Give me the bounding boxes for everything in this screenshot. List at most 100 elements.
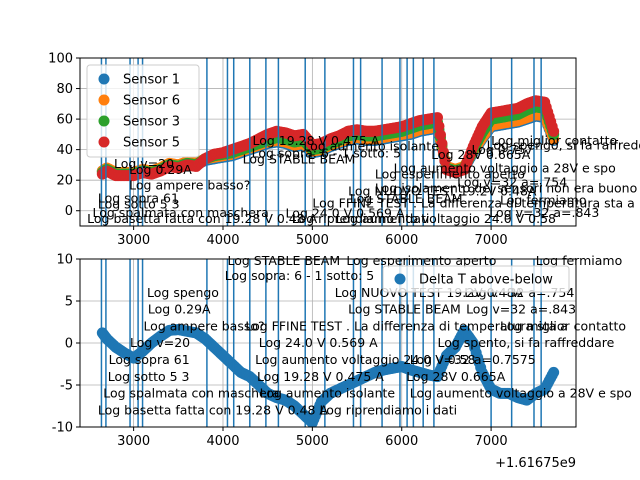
top-point-sensor-5 bbox=[433, 120, 445, 132]
top-legend-marker bbox=[98, 94, 110, 106]
top-log-label: Log sopra: 6 - 1 sotto: 5 bbox=[252, 145, 401, 160]
bottom-legend: Delta T above-below bbox=[382, 265, 570, 293]
bottom-log-label: Log aumento isolante bbox=[260, 386, 396, 401]
top-plot-area bbox=[80, 58, 576, 226]
top-point-sensor-5 bbox=[436, 138, 448, 150]
bottom-legend-box bbox=[382, 265, 570, 293]
bottom-log-label: Log v=32 a=0.7575 bbox=[410, 352, 536, 367]
bottom-log-label: Log spalmata con maschera bbox=[103, 386, 279, 401]
bottom-log-label: Log 19.28 V 0.475 A bbox=[257, 369, 384, 384]
bottom-log-label: Log v=32 a=.843 bbox=[466, 302, 576, 317]
bottom-point-delta-t-above-below bbox=[548, 366, 560, 378]
top-log-label: Log fermiamo bbox=[500, 193, 586, 208]
bottom-log-label: Log sopra 61 bbox=[109, 352, 190, 367]
top-log-label: Log STABLE BEAM bbox=[243, 151, 356, 166]
top-point-sensor-5 bbox=[437, 146, 449, 158]
top-log-label: Log spengo, si fa raffreddare bbox=[487, 138, 640, 153]
top-ytick-label: 40 bbox=[56, 143, 73, 158]
bottom-xtick-label: 7000 bbox=[475, 434, 508, 449]
top-log-label: Log 0.757 bbox=[471, 142, 533, 157]
top-ytick-label: 0 bbox=[65, 204, 73, 219]
bottom-log-label: Log ampere basso? bbox=[143, 318, 264, 333]
top-log-label: Log STABLE BEAM bbox=[350, 191, 463, 206]
bottom-log-label: Log 28V 0.665A bbox=[406, 369, 506, 384]
bottom-log-label: Log sopra: 6 - 1 sotto: 5 bbox=[225, 268, 374, 283]
top-point-sensor-5 bbox=[548, 125, 560, 137]
top-log-label: Log basetta fatta con 19.28 V 0.48 A bbox=[87, 211, 318, 226]
top-log-label: Log 19.28 V 0.475 A bbox=[252, 133, 379, 148]
bottom-log-label: Log basetta fatta con 19.28 V 0.48 A bbox=[98, 402, 329, 417]
top-log-label: Log 28V 0.665A bbox=[431, 147, 531, 162]
bottom-log-label: Log STABLE BEAM bbox=[227, 253, 340, 268]
top-point-sensor-5 bbox=[434, 129, 446, 141]
bottom-ytick-label: -5 bbox=[60, 379, 73, 394]
bottom-x-offset-label: +1.61675e9 bbox=[495, 456, 576, 471]
top-legend-label: Sensor 6 bbox=[123, 94, 180, 109]
top-log-label: Log riprendiamo i dati bbox=[292, 211, 430, 226]
top-legend-label: Sensor 5 bbox=[123, 136, 180, 151]
top-legend-box bbox=[86, 64, 200, 158]
bottom-ytick-label: 10 bbox=[56, 253, 73, 268]
top-point-sensor-5 bbox=[431, 112, 443, 124]
top-xtick-label: 4000 bbox=[206, 233, 239, 248]
top-ytick-label: 20 bbox=[56, 174, 73, 189]
top-log-label: Log esperimento aperto bbox=[375, 167, 525, 182]
bottom-plot-area bbox=[80, 259, 576, 427]
top-log-label: Log FFINE TEST . La differenza di temper… bbox=[312, 196, 634, 211]
top-log-label: Log ampere basso? bbox=[129, 177, 250, 192]
bottom-log-label: Log aumento voltaggio 24.0 V 0.58 bbox=[255, 352, 475, 367]
top-log-label: Log 0.29A bbox=[129, 162, 192, 177]
bottom-log-label: Log riprendiamo i dati bbox=[320, 402, 458, 417]
top-log-label: Log miglior contatto bbox=[491, 133, 617, 148]
bottom-ytick-label: 5 bbox=[65, 295, 73, 310]
bottom-log-label: Log v=20 bbox=[130, 335, 190, 350]
top-legend-marker bbox=[98, 136, 110, 148]
bottom-log-label: Log spento, si fa raffreddare bbox=[437, 335, 614, 350]
top-point-sensor-5 bbox=[439, 155, 451, 167]
bottom-legend-marker bbox=[394, 273, 406, 285]
top-xtick-label: 3000 bbox=[117, 233, 150, 248]
top-legend-label: Sensor 1 bbox=[123, 73, 180, 88]
top-xtick-label: 7000 bbox=[475, 233, 508, 248]
bottom-log-label: Log 24.0 V 0.569 A bbox=[259, 335, 378, 350]
top-log-label: Log aumento voltaggio a 28V e spo bbox=[394, 161, 616, 176]
top-log-label: Log spalmata con maschera bbox=[93, 205, 269, 220]
bottom-log-label: Log sotto 5 3 bbox=[108, 369, 190, 384]
top-legend-marker bbox=[98, 115, 110, 127]
bottom-log-label: Log fermiamo bbox=[536, 253, 622, 268]
bottom-log-label: Log spengo bbox=[147, 285, 219, 300]
bottom-log-label: Log miglior contatto bbox=[500, 318, 626, 333]
top-log-label: Log v=32 a=.754 bbox=[457, 174, 567, 189]
top-xtick-label: 5000 bbox=[296, 233, 329, 248]
bottom-xtick-label: 3000 bbox=[117, 434, 150, 449]
bottom-legend-label: Delta T above-below bbox=[419, 273, 553, 288]
top-log-label: Log v=32 a=.843 bbox=[489, 205, 599, 220]
top-log-label: Log sotto 5 3 bbox=[98, 196, 180, 211]
top-xtick-label: 6000 bbox=[385, 233, 418, 248]
top-axes-frame bbox=[79, 57, 577, 227]
top-legend-label: Sensor 3 bbox=[123, 115, 180, 130]
top-ytick-label: 60 bbox=[56, 113, 73, 128]
bottom-log-label: Log STABLE BEAM bbox=[348, 302, 461, 317]
bottom-ytick-label: 0 bbox=[65, 337, 73, 352]
top-panel: 0 20 40 60 80 100 3000 4000 5000 6000 7000 Log 19.2… bbox=[48, 52, 640, 249]
top-log-label: Log v=20 bbox=[114, 156, 174, 171]
bottom-log-label: Log aumento voltaggio a 28V e spo bbox=[410, 386, 632, 401]
top-ytick-label: 80 bbox=[56, 82, 73, 97]
bottom-panel: -10 -5 0 5 10 3000 4000 5000 6000 7000 +1.61675e9 L… bbox=[52, 253, 632, 472]
bottom-log-label: Log FFINE TEST . La differenza di temper… bbox=[245, 318, 567, 333]
top-ytick-label: 100 bbox=[48, 52, 73, 67]
top-log-label: Log aumento isolante bbox=[303, 138, 439, 153]
bottom-ytick-label: -10 bbox=[52, 421, 73, 436]
top-log-label: Log sopra 61 bbox=[98, 190, 179, 205]
top-legend: Sensor 1 Sensor 6 Sensor 3 Sensor 5 bbox=[86, 64, 200, 158]
top-log-label: Log aumento voltaggio 24.0 V 0.58 bbox=[336, 211, 556, 226]
bottom-log-label: Log esperimento aperto bbox=[346, 253, 496, 268]
top-log-label: Log isolamento dei sensori non era buono bbox=[375, 180, 637, 195]
top-legend-marker bbox=[98, 73, 110, 85]
top-log-label: Log 24.0 V 0.569 A bbox=[286, 206, 405, 221]
bottom-xtick-label: 6000 bbox=[385, 434, 418, 449]
bottom-xtick-label: 4000 bbox=[206, 434, 239, 449]
bottom-xtick-label: 5000 bbox=[296, 434, 329, 449]
